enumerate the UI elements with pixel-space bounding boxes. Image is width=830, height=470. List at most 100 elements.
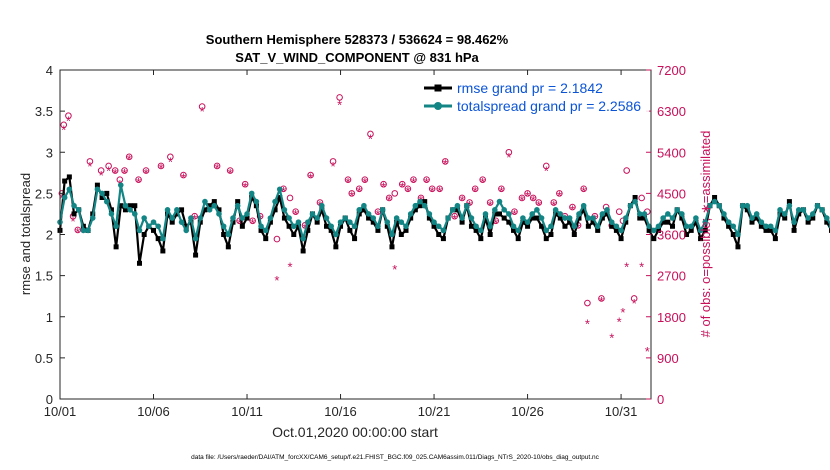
spread-point <box>211 202 218 209</box>
rmse-point <box>263 236 269 242</box>
obs-assimilated-marker: * <box>499 184 504 199</box>
spread-point <box>711 198 718 205</box>
rmse-point <box>277 194 283 200</box>
spread-point <box>800 207 807 213</box>
spread-point <box>286 215 292 221</box>
y2-axis-ticks: 0 900 1800 2700 3600 4500 5400 6300 7200 <box>646 63 686 407</box>
rmse-point <box>422 199 428 205</box>
spread-point <box>777 207 783 213</box>
obs-possible-marker <box>511 208 518 215</box>
spread-point <box>786 202 793 209</box>
spread-point <box>174 207 180 213</box>
obs-possible-marker <box>307 171 314 179</box>
spread-point <box>520 215 526 221</box>
spread-point <box>538 215 545 221</box>
rmse-point <box>104 190 110 196</box>
obs-assimilated-marker: * <box>551 198 556 213</box>
spread-point <box>66 186 73 193</box>
rmse-point <box>786 199 792 205</box>
obs-possible-marker <box>505 148 513 156</box>
legend: rmse grand pr = 2.1842 totalspread grand… <box>420 77 649 115</box>
spread-point <box>632 198 638 205</box>
rmse-point <box>417 203 423 209</box>
spread-point <box>108 211 115 217</box>
rmse-point <box>398 232 404 237</box>
obs-assimilated-marker: * <box>400 180 405 195</box>
spread-point <box>155 223 161 230</box>
rmse-point <box>207 203 213 209</box>
obs-assimilated-marker: * <box>181 170 186 185</box>
obs-possible-marker <box>451 212 458 220</box>
spread-point <box>244 211 250 217</box>
spread-point <box>85 227 91 234</box>
spread-point <box>71 202 77 209</box>
spread-point <box>665 211 671 217</box>
obs-possible-marker <box>398 180 406 188</box>
spread-point <box>160 235 166 242</box>
rmse-point <box>478 236 484 242</box>
spread-point <box>576 211 582 217</box>
obs-possible-marker <box>466 199 473 206</box>
spread-point <box>571 223 578 230</box>
rmse-point <box>534 215 540 221</box>
obs-possible-marker <box>441 158 449 165</box>
spread-point <box>515 227 522 234</box>
obs-possible-marker <box>623 167 630 174</box>
rmse-point <box>651 236 657 242</box>
obs-assimilated-marker: * <box>536 198 541 213</box>
spread-point <box>384 219 391 225</box>
rmse-point <box>670 223 676 229</box>
rmse-point <box>698 236 704 242</box>
rmse-point <box>506 219 512 225</box>
spread-point <box>688 223 695 230</box>
obs-assimilated-marker: * <box>349 189 354 204</box>
legend-spread-marker <box>434 102 442 110</box>
spread-point <box>281 207 288 213</box>
x-tick-label: 10/31 <box>605 404 638 419</box>
obs-assimilated-marker: * <box>113 166 118 181</box>
rmse-point <box>108 207 114 213</box>
rmse-point <box>511 227 517 233</box>
spread-point <box>622 215 629 221</box>
rmse-point <box>468 223 474 229</box>
y2-tick-label: 7200 <box>657 63 686 78</box>
rmse-point <box>300 248 306 254</box>
y2-tick-label: 5400 <box>657 145 686 160</box>
rmse-point <box>202 207 208 213</box>
spread-point <box>113 223 119 230</box>
spread-point <box>660 215 666 221</box>
obs-possible-marker <box>142 167 150 174</box>
rmse-point <box>735 244 741 250</box>
obs-possible-marker <box>135 176 142 183</box>
rmse-point <box>132 203 138 209</box>
rmse-point <box>160 248 166 254</box>
rmse-point <box>169 219 175 225</box>
obs-possible-marker <box>125 153 133 161</box>
obs-assimilated-marker: * <box>228 166 233 181</box>
rmse-point <box>352 236 358 242</box>
spread-point <box>225 231 232 238</box>
data-file-footer: data file: /Users/raeder/DAI/ATM_forcXX/… <box>191 454 600 461</box>
rmse-point <box>426 215 432 221</box>
rmse-point <box>637 215 643 221</box>
rmse-point <box>571 232 577 237</box>
obs-assimilated-marker: * <box>158 161 163 176</box>
obs-possible-marker <box>348 190 356 197</box>
obs-possible-marker <box>479 176 486 183</box>
rmse-point <box>319 207 325 213</box>
spread-point <box>220 223 227 230</box>
spread-point <box>421 202 428 209</box>
spread-point <box>749 215 755 221</box>
rmse-point <box>595 227 601 233</box>
rmse-point <box>609 223 615 229</box>
obs-assimilated-marker: * <box>75 225 80 240</box>
spread-point <box>501 207 507 213</box>
spread-point <box>529 211 536 217</box>
spread-point <box>697 227 704 234</box>
spread-point <box>548 223 554 230</box>
spread-point <box>426 211 433 217</box>
obs-possible-marker <box>410 176 417 183</box>
rmse-point <box>141 232 147 237</box>
obs-possible-marker <box>116 176 124 183</box>
obs-assimilated-marker: * <box>281 184 286 199</box>
